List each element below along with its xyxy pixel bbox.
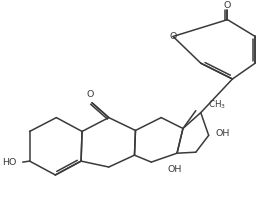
Text: O: O xyxy=(169,32,177,41)
Text: HO: HO xyxy=(2,158,17,167)
Text: CH$_3$: CH$_3$ xyxy=(208,98,226,111)
Text: OH: OH xyxy=(216,129,230,138)
Text: O: O xyxy=(224,1,231,10)
Text: O: O xyxy=(86,90,94,99)
Text: OH: OH xyxy=(168,165,182,174)
